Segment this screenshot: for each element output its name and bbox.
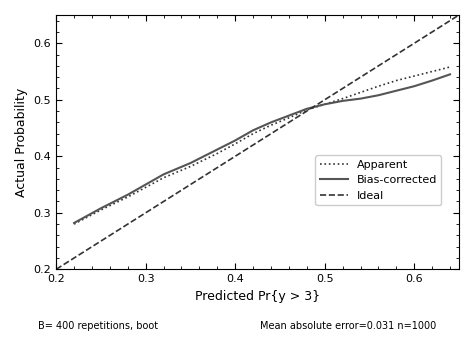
Apparent: [393, 78, 399, 82]
Apparent: [143, 185, 148, 189]
Bias-corrected: [98, 206, 104, 210]
Legend: Apparent, Bias-corrected, Ideal: Apparent, Bias-corrected, Ideal: [315, 155, 441, 205]
Apparent: [304, 108, 310, 112]
Apparent: [125, 195, 131, 199]
Line: Apparent: Apparent: [74, 67, 450, 224]
Bias-corrected: [143, 183, 148, 187]
Bias-corrected: [375, 93, 381, 97]
Apparent: [322, 102, 328, 106]
Bias-corrected: [286, 114, 292, 118]
Apparent: [447, 65, 453, 69]
Apparent: [232, 142, 238, 146]
Apparent: [161, 176, 166, 180]
Line: Bias-corrected: Bias-corrected: [74, 74, 450, 223]
Apparent: [340, 97, 346, 101]
Bias-corrected: [340, 99, 346, 103]
Y-axis label: Actual Probability: Actual Probability: [15, 88, 28, 197]
Bias-corrected: [250, 128, 256, 132]
Apparent: [250, 131, 256, 136]
Bias-corrected: [188, 161, 193, 165]
Apparent: [429, 70, 435, 74]
Bias-corrected: [71, 221, 77, 225]
Apparent: [188, 164, 193, 168]
Bias-corrected: [447, 72, 453, 76]
Bias-corrected: [304, 107, 310, 111]
Text: B= 400 repetitions, boot: B= 400 repetitions, boot: [38, 321, 158, 331]
Bias-corrected: [429, 78, 435, 82]
Bias-corrected: [125, 193, 131, 197]
Bias-corrected: [232, 139, 238, 143]
X-axis label: Predicted Pr{y > 3}: Predicted Pr{y > 3}: [195, 290, 320, 303]
Apparent: [71, 222, 77, 226]
Apparent: [98, 208, 104, 212]
Bias-corrected: [322, 102, 328, 106]
Apparent: [286, 116, 292, 120]
Apparent: [268, 123, 274, 127]
Text: Mean absolute error=0.031 n=1000: Mean absolute error=0.031 n=1000: [260, 321, 436, 331]
Bias-corrected: [358, 97, 364, 101]
Apparent: [358, 90, 364, 94]
Bias-corrected: [214, 147, 220, 151]
Bias-corrected: [393, 89, 399, 93]
Bias-corrected: [268, 120, 274, 124]
Apparent: [375, 84, 381, 88]
Apparent: [411, 74, 417, 78]
Bias-corrected: [411, 84, 417, 88]
Bias-corrected: [161, 172, 166, 176]
Apparent: [214, 151, 220, 155]
